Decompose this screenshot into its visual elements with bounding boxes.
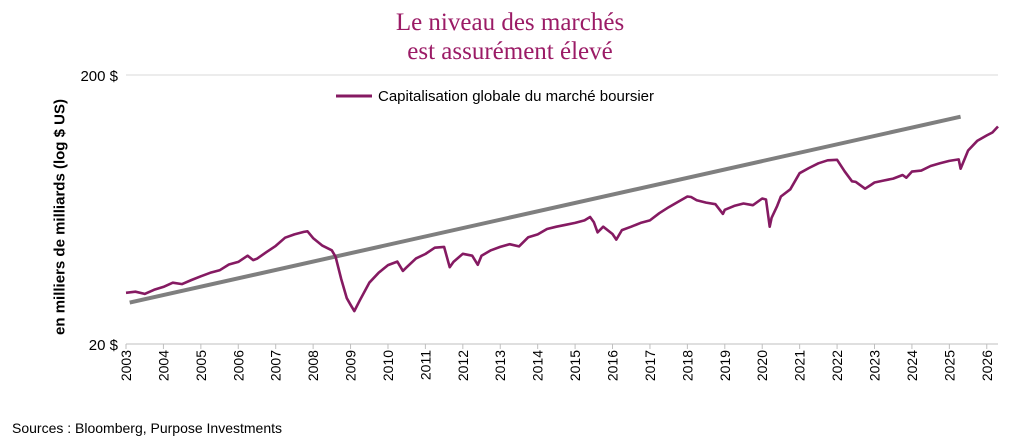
x-tick-label: 2023 (866, 350, 882, 381)
x-tick-label: 2012 (455, 350, 471, 381)
x-tick-label: 2019 (717, 350, 733, 381)
x-tick-label: 2025 (941, 350, 957, 381)
x-tick-label: 2015 (567, 350, 583, 381)
x-tick-label: 2010 (380, 350, 396, 381)
x-tick-label: 2006 (230, 350, 246, 381)
chart-subtitle: est assurément élevé (407, 38, 613, 65)
x-tick-label: 2005 (193, 350, 209, 381)
chart-title: Le niveau des marchés (395, 9, 625, 36)
x-tick-label: 2008 (305, 350, 321, 381)
x-tick-label: 2018 (679, 350, 695, 381)
x-tick-label: 2026 (979, 350, 995, 381)
x-tick-label: 2007 (268, 350, 284, 381)
source-note: Sources : Bloomberg, Purpose Investments (12, 420, 283, 436)
x-tick-label: 2020 (754, 350, 770, 381)
x-tick-label: 2011 (417, 350, 433, 380)
legend-label: Capitalisation globale du marché boursie… (378, 88, 654, 105)
x-tick-label: 2009 (343, 350, 359, 381)
x-tick-label: 2014 (530, 350, 546, 381)
x-tick-label: 2013 (492, 350, 508, 381)
series-line-market-cap (125, 125, 999, 313)
x-tick-label: 2022 (829, 350, 845, 381)
y-tick-label: 20 $ (89, 337, 119, 354)
x-tick-label: 2016 (605, 350, 621, 381)
x-tick-label: 2024 (904, 350, 920, 381)
x-tick-label: 2017 (642, 350, 658, 381)
trend-line (129, 114, 962, 305)
x-tick-label: 2021 (792, 350, 808, 381)
x-tick-label: 2003 (118, 350, 134, 381)
x-tick-label: 2004 (155, 350, 171, 381)
y-tick-label: 200 $ (80, 68, 118, 85)
